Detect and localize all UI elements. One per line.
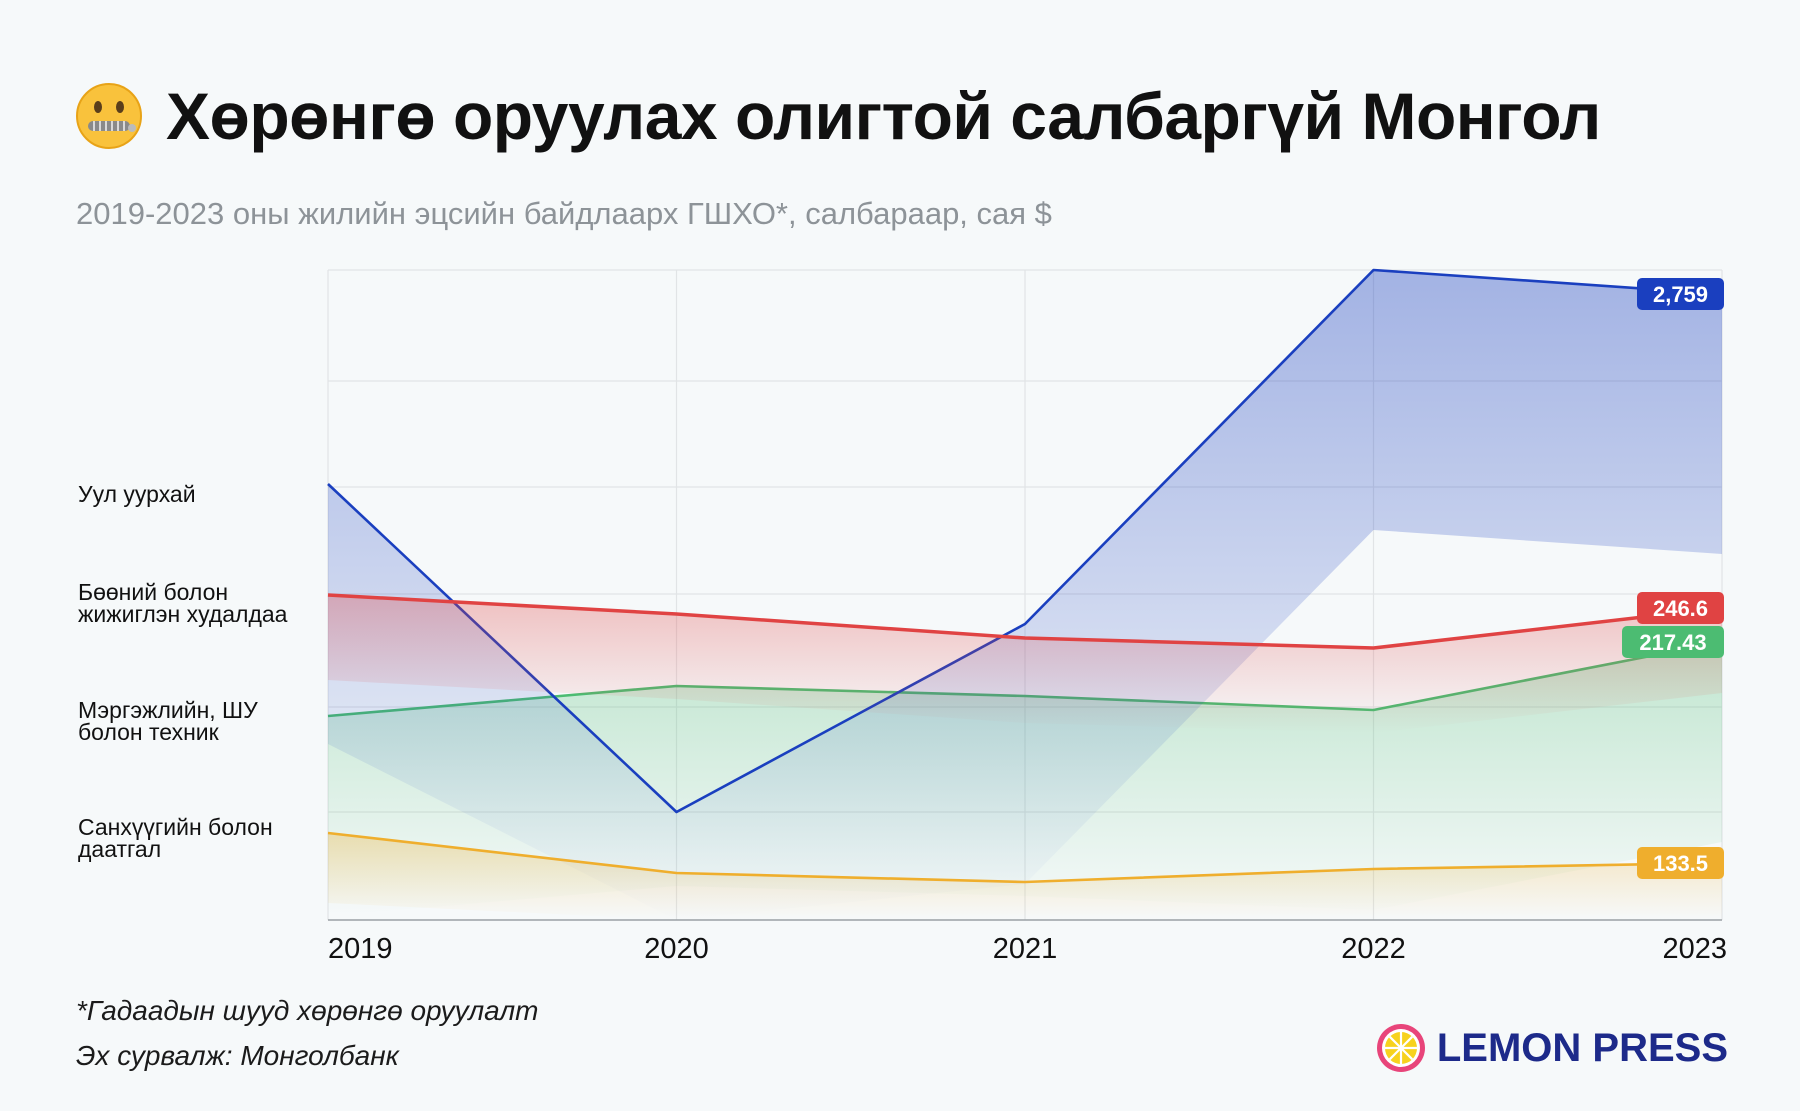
- data-label-text: 133.5: [1653, 851, 1708, 876]
- source-note: Эх сурвалж: Монголбанк: [76, 1040, 399, 1071]
- data-label-text: 2,759: [1653, 282, 1708, 307]
- x-tick-label: 2019: [328, 933, 393, 965]
- chart-subtitle: 2019-2023 оны жилийн эцсийн байдлаарх ГШ…: [76, 196, 1052, 231]
- data-label: 133.5: [1637, 847, 1724, 879]
- zipper-mouth-face-icon: [76, 83, 142, 149]
- series-1: [327, 593, 1723, 733]
- data-label-box: [1622, 626, 1724, 658]
- brand-name: LEMON PRESS: [1436, 1025, 1728, 1070]
- series-label: Мэргэжлийн, ШУ болон техник: [78, 697, 258, 745]
- data-label: 2,759: [1637, 278, 1724, 310]
- series-line: [327, 593, 1723, 650]
- series-3: [327, 831, 1723, 920]
- footnote: *Гадаадын шууд хөрөнгө оруулалт: [76, 995, 539, 1026]
- data-label-box: [1637, 592, 1724, 624]
- series-0: [327, 268, 1723, 920]
- title-text: Хөрөнгө оруулах олигтой салбаргүй Монгол: [166, 79, 1601, 153]
- series-line: [327, 831, 1723, 884]
- line-chart: 2,759 246.6 217.43 133.5 2019 2020 2021 2022 202…: [327, 268, 1727, 965]
- series-area: [328, 270, 1722, 920]
- data-label-text: 217.43: [1639, 630, 1706, 655]
- series-area: [328, 595, 1722, 733]
- series-line: [327, 268, 1723, 814]
- data-label-box: [1637, 847, 1724, 879]
- series-label: Санхүүгийн болон даатгал: [78, 814, 273, 862]
- page-title: Хөрөнгө оруулах олигтой салбаргүй Монгол: [74, 78, 1601, 154]
- data-label-box: [1637, 278, 1724, 310]
- data-label-text: 246.6: [1653, 596, 1708, 621]
- x-tick-label: 2021: [993, 933, 1058, 965]
- x-tick-label: 2023: [1662, 933, 1727, 965]
- data-label: 246.6: [1637, 592, 1724, 624]
- data-label: 217.43: [1622, 626, 1724, 658]
- series-label: Бөөний болон жижиглэн худалдаа: [78, 579, 288, 627]
- brand-logo: LEMON PRESS: [1375, 1022, 1728, 1074]
- lemon-slice-icon: [1376, 1024, 1425, 1072]
- series-label: Уул уурхай: [78, 481, 196, 507]
- x-tick-label: 2020: [644, 933, 709, 965]
- series-area: [328, 833, 1722, 920]
- x-tick-label: 2022: [1341, 933, 1406, 965]
